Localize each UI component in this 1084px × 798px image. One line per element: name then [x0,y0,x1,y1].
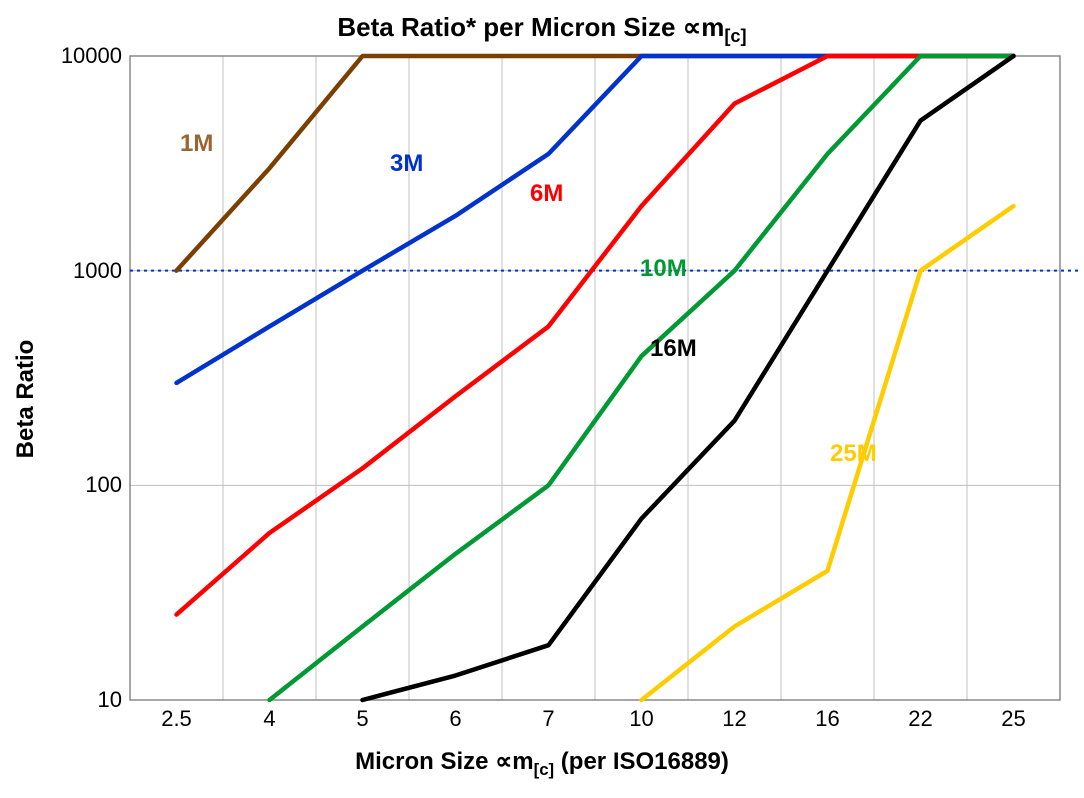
y-tick: 1000 [73,258,122,284]
series-label-25M: 25M [830,440,877,468]
x-tick: 12 [722,706,746,732]
series-label-16M: 16M [650,335,697,363]
plot-area [0,0,1084,798]
beta-ratio-chart: Beta Ratio* per Micron Size ∝m[c] Beta R… [0,0,1084,798]
y-tick: 10 [98,687,122,713]
x-tick: 22 [908,706,932,732]
series-label-1M: 1M [180,130,213,158]
series-label-6M: 6M [530,180,563,208]
x-tick: 6 [449,706,461,732]
y-tick: 10000 [61,43,122,69]
x-tick: 5 [356,706,368,732]
x-tick: 16 [815,706,839,732]
x-tick: 2.5 [161,706,192,732]
x-tick: 7 [542,706,554,732]
x-tick: 25 [1001,706,1025,732]
series-label-10M: 10M [640,255,687,283]
x-tick: 10 [629,706,653,732]
x-tick: 4 [263,706,275,732]
series-label-3M: 3M [390,150,423,178]
y-tick: 100 [85,472,122,498]
